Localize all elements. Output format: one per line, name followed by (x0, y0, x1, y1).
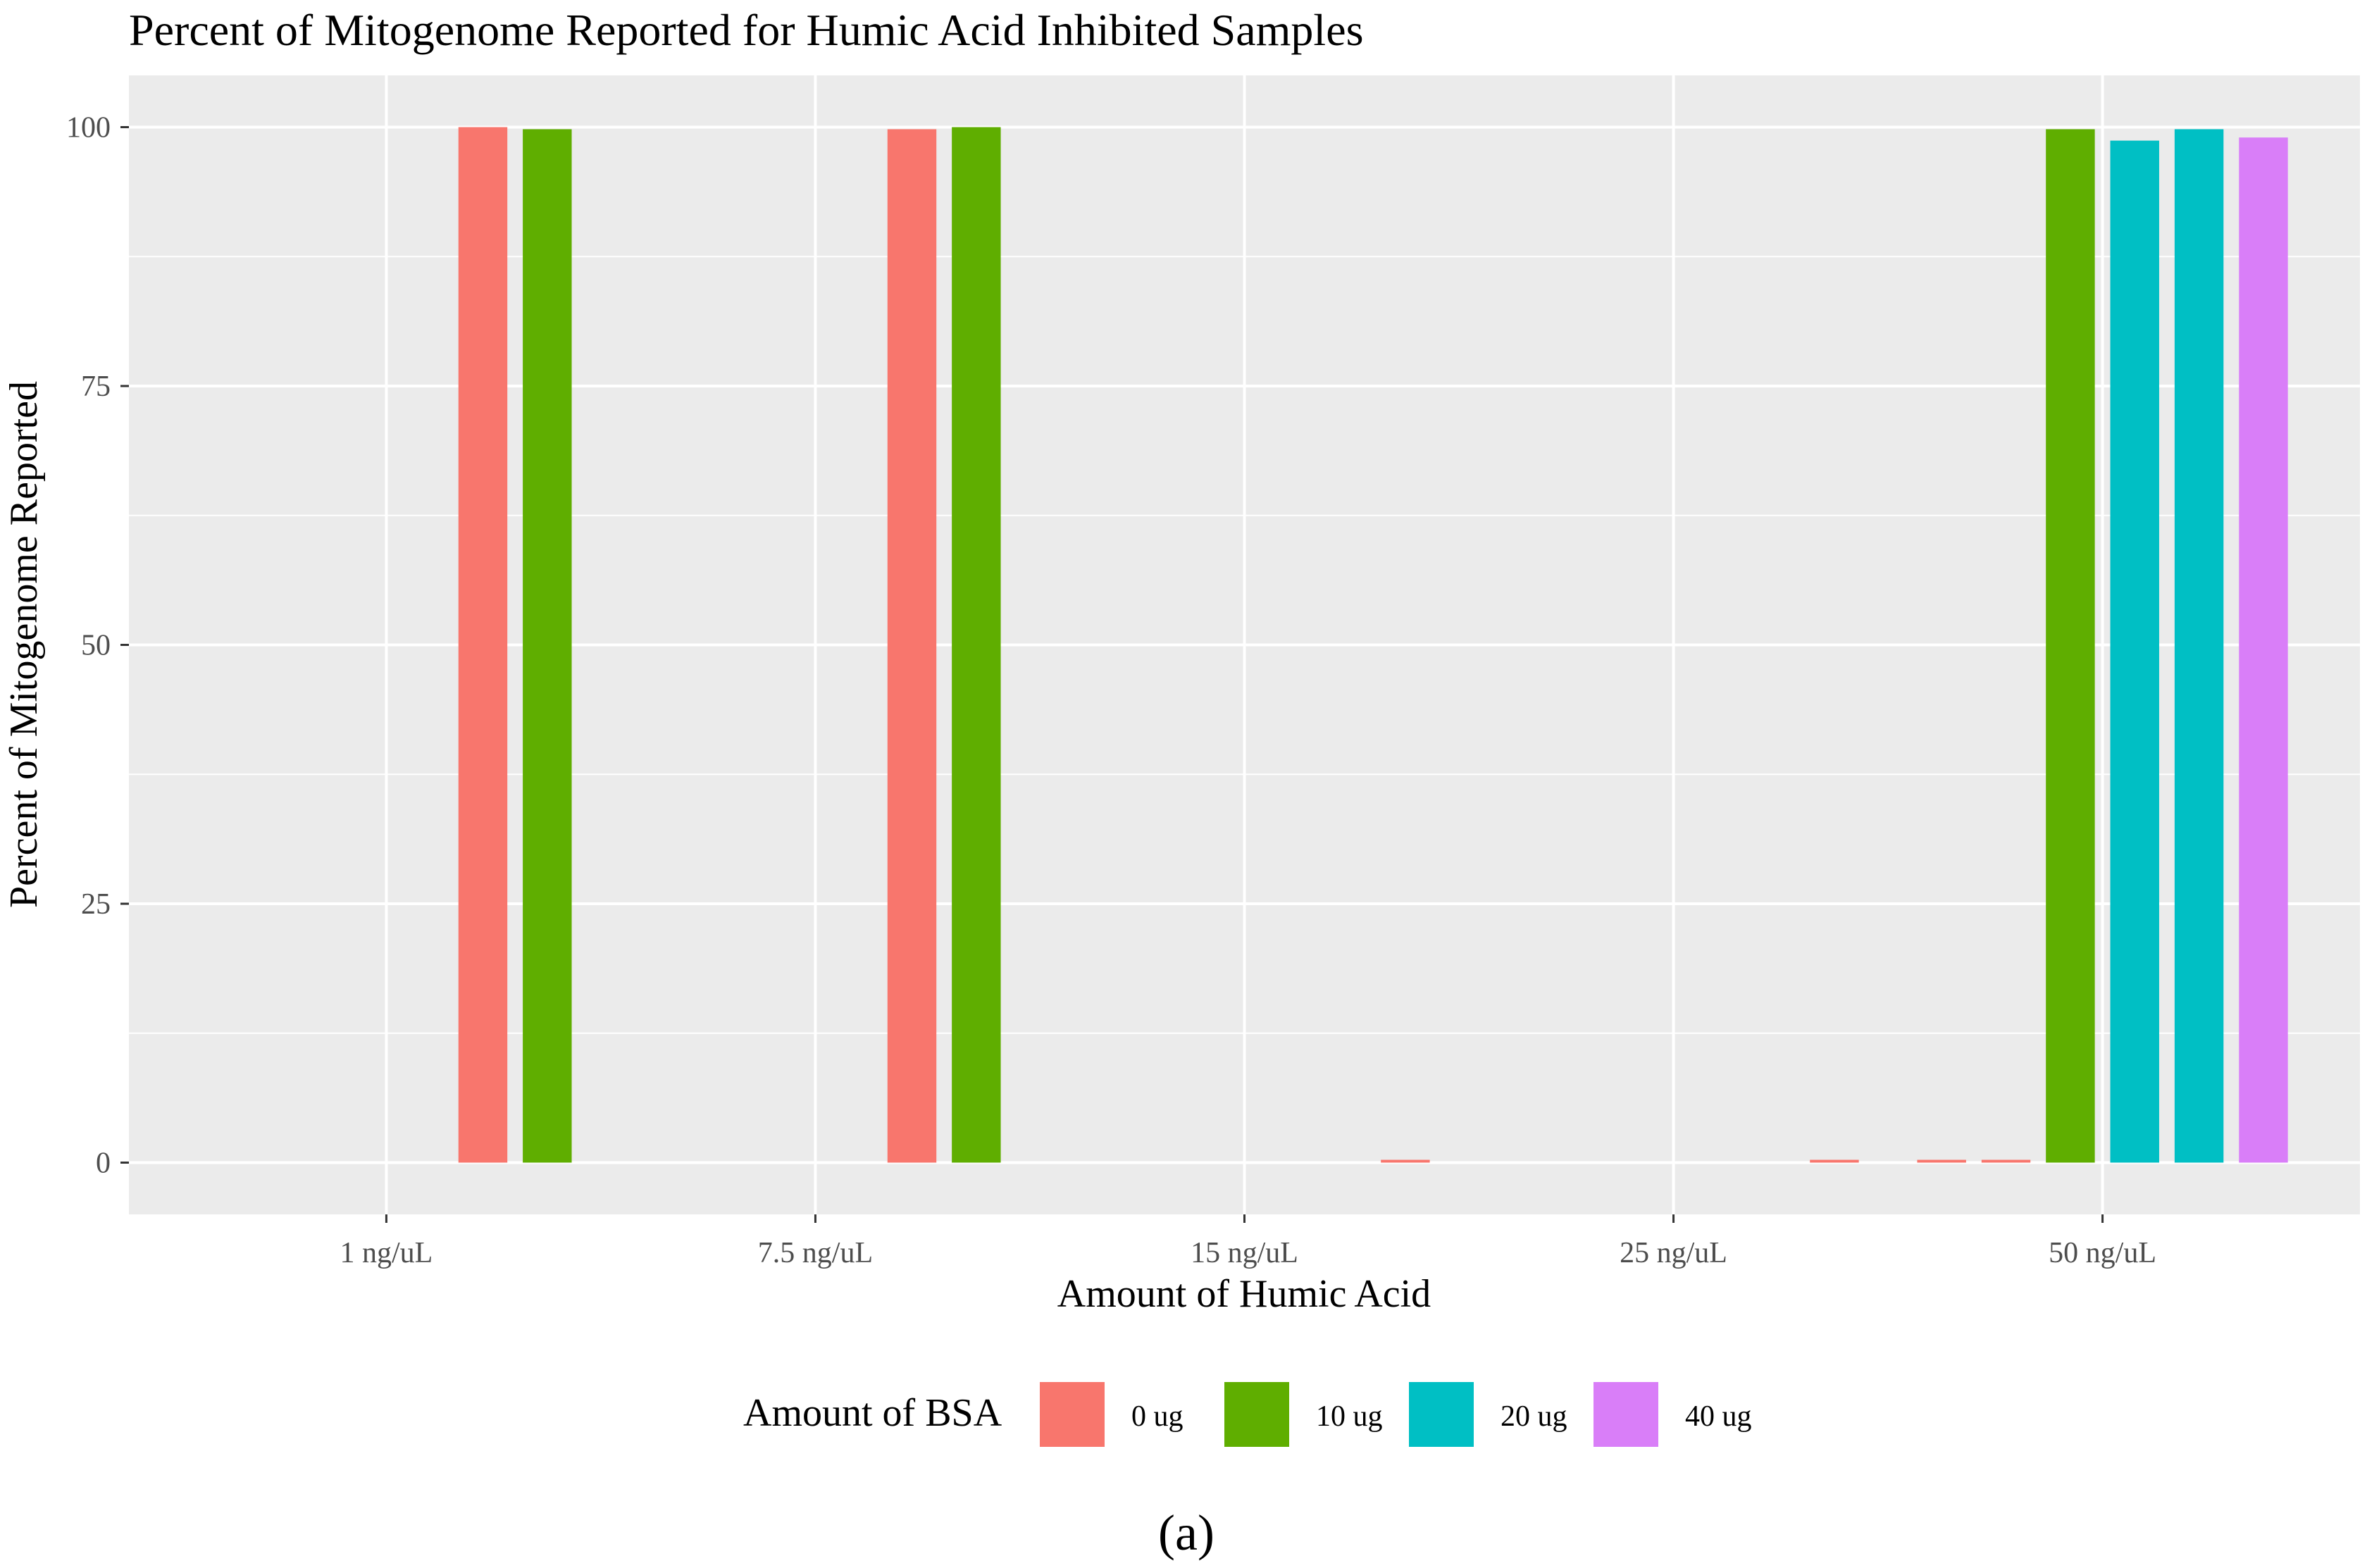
bar (1917, 1159, 1966, 1163)
y-axis-title: Percent of Mitogenome Reported (2, 381, 46, 908)
bar (458, 127, 508, 1163)
x-tick-label: 50 ng/uL (2049, 1237, 2156, 1269)
bar (1981, 1159, 2031, 1163)
legend-key (1040, 1382, 1105, 1447)
bar (952, 127, 1001, 1163)
legend: Amount of BSA 0 ug 10 ug 20 ug 40 ug (743, 1382, 1752, 1447)
y-axis: 0 25 50 75 100 (66, 112, 129, 1180)
x-tick-label: 1 ng/uL (340, 1237, 433, 1269)
y-tick-label: 75 (81, 371, 111, 403)
bar (2110, 140, 2159, 1163)
bar (887, 129, 937, 1163)
y-tick-label: 100 (66, 112, 111, 144)
bar (2239, 137, 2288, 1163)
x-axis-title: Amount of Humic Acid (1057, 1272, 1431, 1316)
x-tick-label: 7.5 ng/uL (758, 1237, 873, 1269)
bar (523, 129, 572, 1163)
y-tick-label: 0 (96, 1147, 111, 1180)
legend-key (1224, 1382, 1289, 1447)
bar (2046, 129, 2095, 1163)
legend-title: Amount of BSA (743, 1391, 1002, 1435)
bars (458, 127, 2288, 1163)
figure-caption: (a) (1158, 1505, 1214, 1561)
bar (2174, 129, 2224, 1163)
legend-key (1409, 1382, 1474, 1447)
bar (1810, 1159, 1859, 1163)
y-tick-label: 25 (81, 888, 111, 921)
legend-label: 40 ug (1685, 1400, 1752, 1433)
y-tick-label: 50 (81, 630, 111, 662)
legend-key (1593, 1382, 1658, 1447)
chart-title: Percent of Mitogenome Reported for Humic… (129, 5, 1364, 55)
x-tick-label: 25 ng/uL (1620, 1237, 1727, 1269)
legend-label: 20 ug (1501, 1400, 1567, 1433)
x-tick-label: 15 ng/uL (1191, 1237, 1298, 1269)
bar (1381, 1159, 1430, 1163)
legend-label: 10 ug (1316, 1400, 1383, 1433)
x-axis: 1 ng/uL 7.5 ng/uL 15 ng/uL 25 ng/uL 50 ng/uL (340, 1214, 2156, 1269)
legend-label: 0 ug (1131, 1400, 1184, 1433)
